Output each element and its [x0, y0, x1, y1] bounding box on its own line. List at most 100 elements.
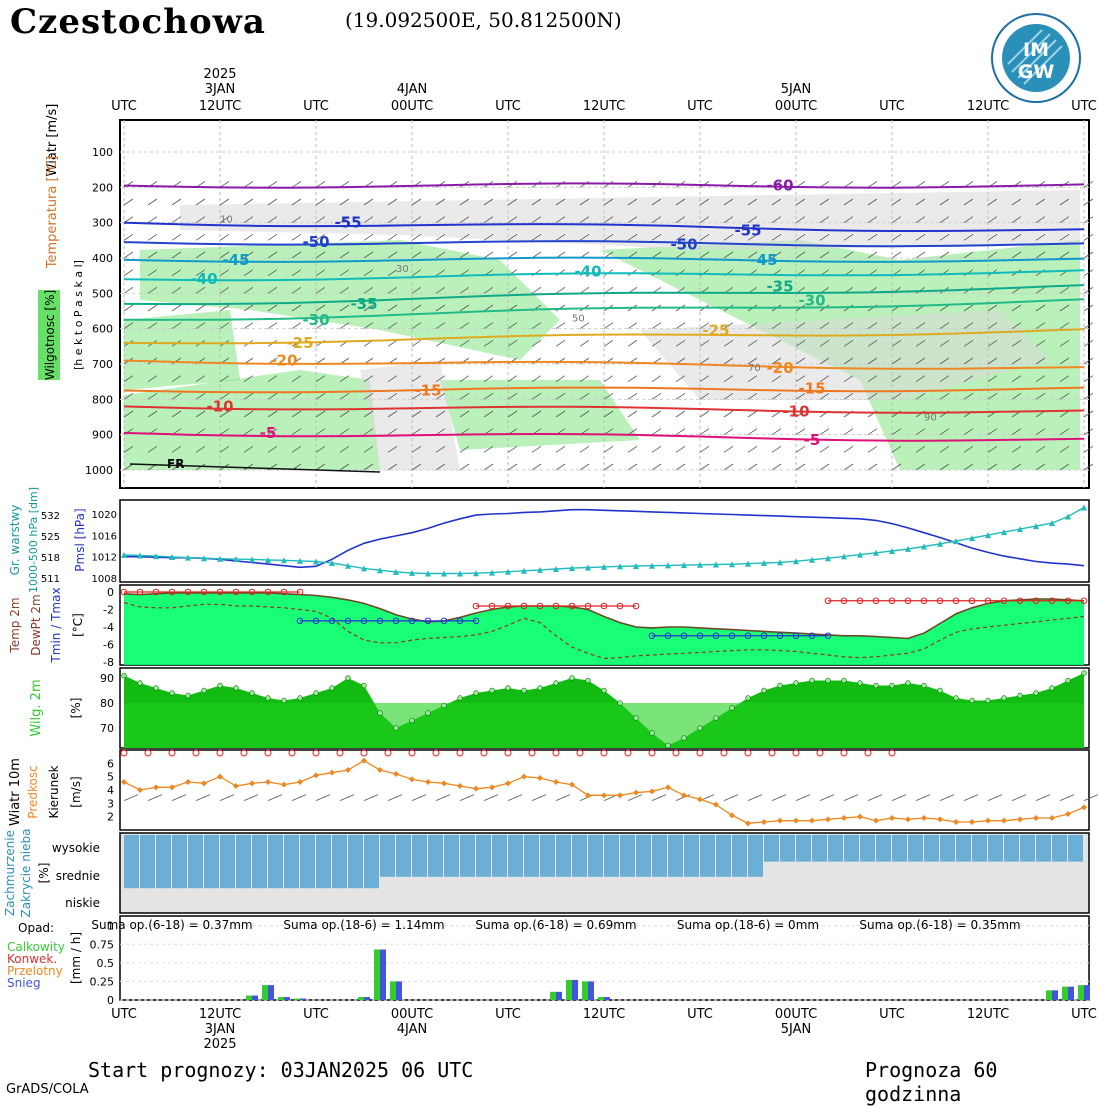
wind-speed-marker	[777, 817, 783, 824]
cloud-bar	[636, 835, 651, 877]
bottom-time-label: UTC	[1071, 1007, 1097, 1022]
tmax-marker	[136, 588, 144, 596]
wind-barb	[795, 375, 806, 382]
wind-barb	[819, 340, 830, 347]
wind-barb	[867, 393, 878, 400]
wind-barb	[603, 375, 614, 382]
wind-barb	[411, 340, 422, 347]
tmin-marker	[808, 632, 816, 640]
wind-gust-marker	[696, 749, 704, 757]
cloud-bar	[892, 835, 907, 862]
precip-snow-bar	[396, 981, 402, 1000]
rh-tick-label: 90	[100, 672, 114, 685]
wind-barb	[195, 198, 206, 206]
wind-barb	[483, 322, 494, 329]
wind-speed-marker	[217, 773, 223, 780]
wind-speed-marker	[473, 785, 479, 792]
low-humidity-area	[180, 190, 1080, 250]
pressure-tick-label: 1000	[85, 464, 113, 477]
wind-speed-marker	[889, 815, 895, 821]
wind-barb	[555, 393, 566, 400]
wind-speed-marker	[137, 787, 143, 793]
wind-barb	[795, 393, 806, 400]
wind-speed-marker	[825, 816, 831, 823]
wind-barb	[891, 181, 902, 188]
pressure-tick-label: 600	[92, 323, 113, 336]
wind-speed-marker	[809, 817, 815, 824]
bottom-time-label: 12UTC	[199, 1007, 241, 1022]
wind-speed-marker	[985, 817, 991, 824]
wind-barb	[291, 181, 302, 188]
wind-barb	[435, 198, 446, 206]
tmax-marker	[184, 588, 192, 596]
wind-speed-marker	[409, 776, 415, 783]
wind-barb	[171, 410, 182, 418]
low-humidity-area	[640, 310, 1050, 400]
wind-barb	[291, 234, 302, 241]
tmax-marker	[824, 597, 832, 605]
thickness-marker	[345, 562, 351, 569]
wind-barb	[555, 216, 566, 223]
precip-total-bar	[390, 981, 396, 1000]
wind-barb	[123, 446, 134, 453]
wind-barb	[243, 428, 254, 435]
cloud-bar	[492, 835, 507, 877]
wind-barb	[939, 216, 950, 223]
wind-barb	[747, 234, 758, 241]
wind-speed-marker	[425, 779, 431, 785]
rh-marker	[745, 695, 751, 701]
wind-barb	[1035, 216, 1046, 223]
tmin-marker	[696, 632, 704, 640]
wind-barb	[699, 216, 710, 223]
tmax-marker	[904, 597, 912, 605]
wind-barb	[579, 322, 590, 329]
bottom-time-label: UTC	[495, 1007, 521, 1022]
wind-gust-marker	[888, 749, 896, 757]
wind-barb	[195, 794, 211, 802]
precip-snow-bar	[268, 985, 274, 1000]
wind-barb	[387, 340, 398, 347]
pressure-tick-label: 300	[92, 217, 113, 230]
thickness-marker	[905, 545, 911, 552]
wind-barb	[795, 340, 806, 347]
humidity-axis-title: Wilgotnosc [%]	[43, 290, 57, 380]
wind-speed-marker	[265, 779, 271, 785]
wind-barb	[243, 322, 254, 329]
wind-barb	[435, 463, 446, 471]
wind-barb	[123, 198, 134, 206]
rh-marker	[329, 685, 335, 691]
wind-barb	[915, 463, 926, 471]
wind-barb	[435, 393, 446, 400]
wind-barb	[987, 234, 998, 241]
tmax-marker	[600, 602, 608, 610]
wind-barb	[1083, 304, 1094, 312]
tmin-marker	[760, 632, 768, 640]
rh-marker	[345, 675, 351, 681]
thickness-marker	[297, 557, 303, 564]
wind-barb	[699, 234, 710, 241]
wind-barb	[675, 216, 686, 223]
precip-total-bar	[1062, 986, 1068, 1000]
bottom-time-label: 00UTC	[775, 1007, 817, 1022]
wind-barb	[699, 393, 710, 400]
cloud-bar	[764, 835, 779, 862]
isotherm-line	[123, 359, 1085, 370]
wind-barb	[483, 340, 494, 347]
isotherm-line	[123, 405, 1085, 414]
wind-barb	[291, 322, 302, 329]
wind-barb	[507, 393, 518, 400]
wind-speed-marker	[1017, 816, 1023, 823]
wind-barb	[675, 410, 686, 418]
wind-barb	[1011, 234, 1022, 241]
wind-gust-marker	[312, 749, 320, 757]
freezing-rain-label: FR	[167, 457, 184, 471]
wind-tick-label: 5	[107, 771, 114, 784]
wind-barb	[531, 446, 542, 453]
isotherm-label: -10	[782, 403, 809, 421]
wind-barb	[435, 287, 446, 294]
wind-barb	[915, 234, 926, 241]
precip-legend-item: Snieg	[7, 976, 41, 990]
wind-barb	[795, 357, 806, 365]
wind-barb	[195, 410, 206, 418]
wind-gust-marker	[120, 749, 128, 757]
